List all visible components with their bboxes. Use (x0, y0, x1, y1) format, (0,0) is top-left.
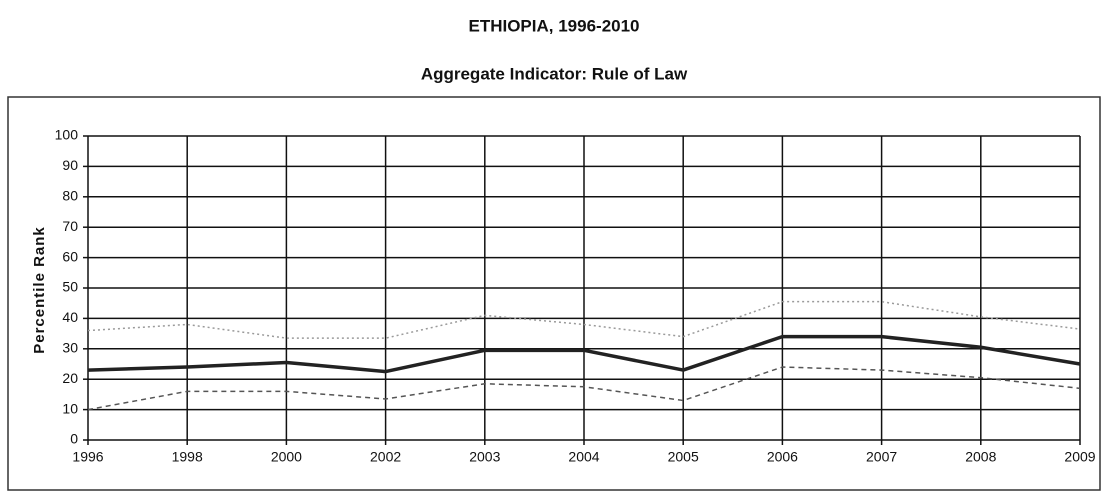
x-tick-label: 2006 (767, 449, 798, 465)
series-line (87, 366, 1081, 411)
x-tick-label: 2003 (469, 449, 500, 465)
chart-frame (7, 96, 1101, 491)
series-line (87, 300, 1081, 339)
y-tick-label: 100 (55, 127, 79, 143)
x-tick-label: 2002 (370, 449, 401, 465)
y-axis-label: Percentile Rank (31, 226, 48, 354)
x-tick-label: 1998 (172, 449, 203, 465)
chart-title: ETHIOPIA, 1996-2010 (468, 16, 639, 35)
x-tick-label: 2009 (1064, 449, 1095, 465)
y-tick-label: 90 (62, 157, 78, 173)
x-tick-label: 2004 (568, 449, 599, 465)
y-tick-label: 80 (62, 188, 78, 204)
y-tick-label: 70 (62, 218, 78, 234)
x-tick-label: 2008 (965, 449, 996, 465)
y-tick-label: 40 (62, 309, 78, 325)
y-tick-label: 30 (62, 340, 78, 356)
x-tick-label: 2007 (866, 449, 897, 465)
x-tick-label: 1996 (72, 449, 103, 465)
y-tick-label: 10 (62, 400, 78, 416)
x-tick-label: 2000 (271, 449, 302, 465)
y-tick-label: 60 (62, 248, 78, 264)
y-tick-label: 50 (62, 279, 78, 295)
y-tick-label: 20 (62, 370, 78, 386)
y-tick-label: 0 (70, 431, 78, 447)
x-tick-label: 2005 (668, 449, 699, 465)
chart-subtitle: Aggregate Indicator: Rule of Law (421, 64, 688, 83)
series-line (87, 334, 1081, 374)
